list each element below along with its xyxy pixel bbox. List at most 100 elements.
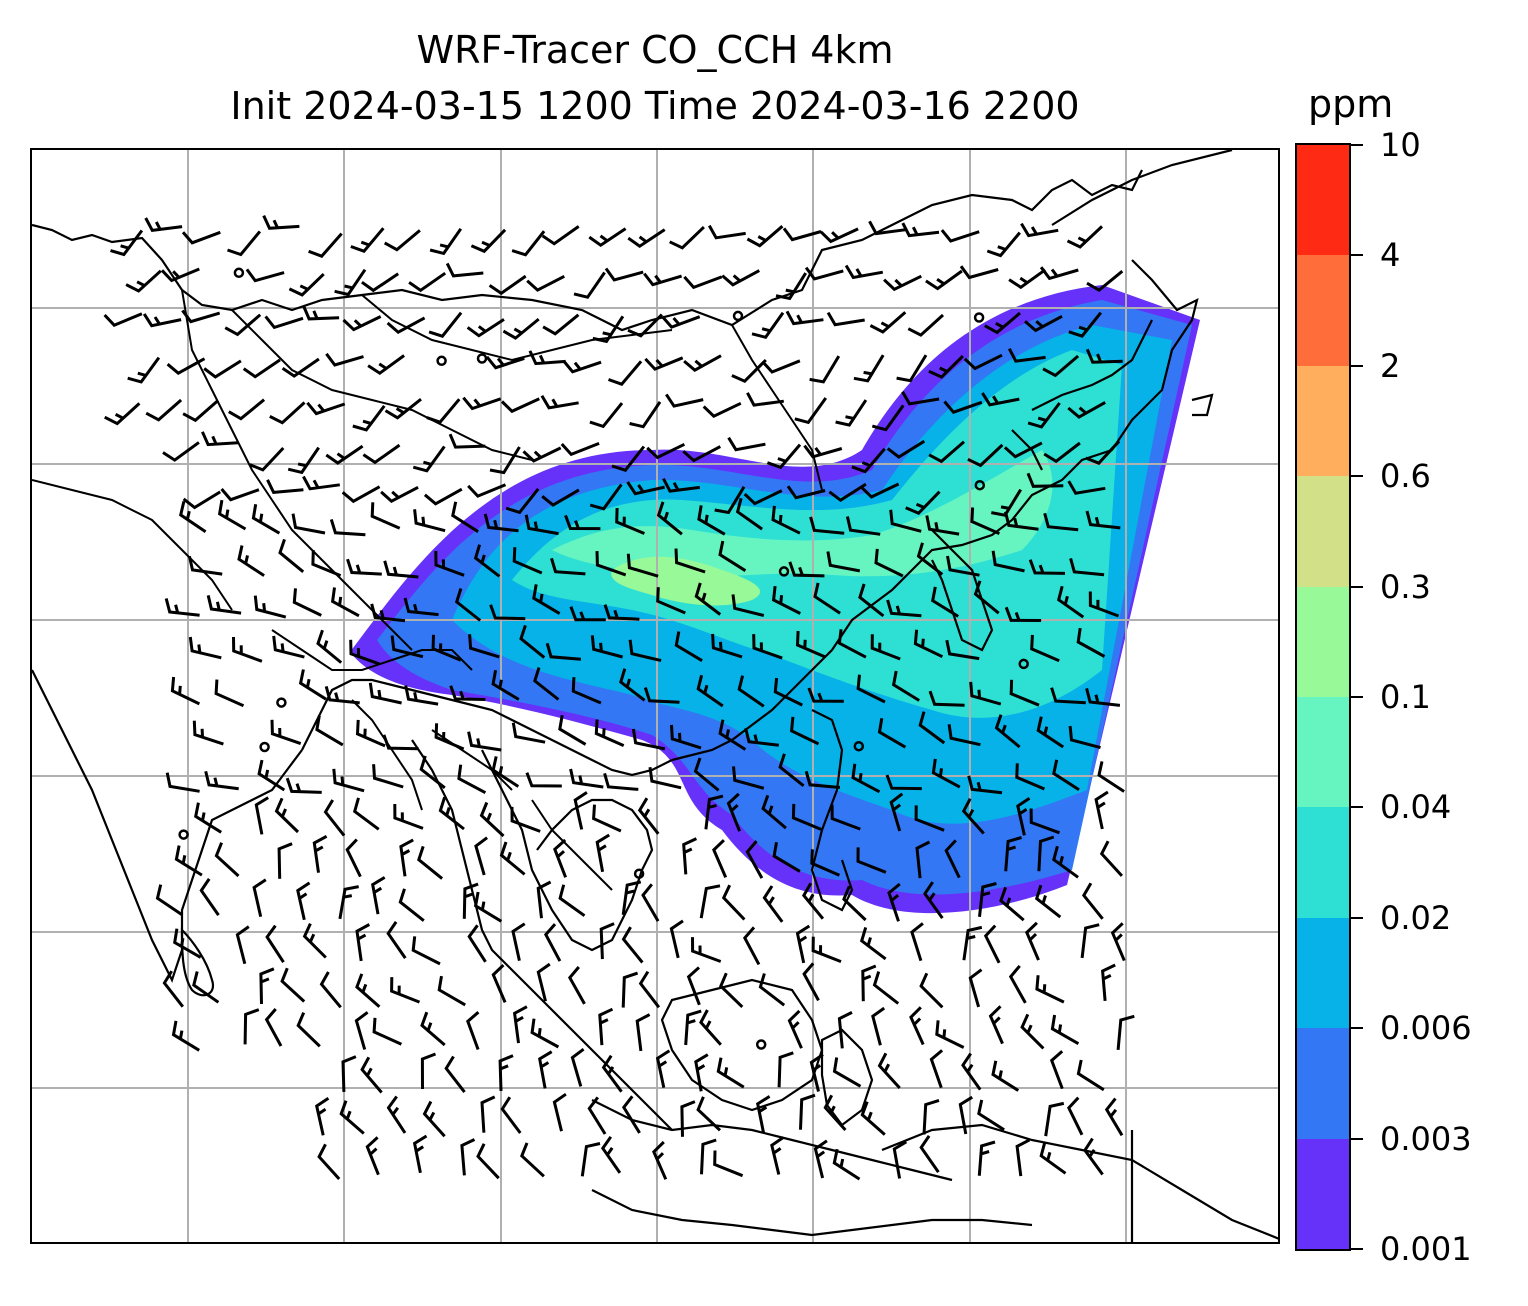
wind-barb: [918, 711, 946, 745]
wind-barb: [382, 734, 419, 751]
wind-barb: [969, 681, 1002, 706]
map-canvas: [32, 150, 1278, 1242]
wind-barb: [919, 1135, 940, 1173]
wind-barb: [940, 229, 980, 243]
wind-barb: [963, 353, 1003, 371]
wind-barb: [832, 1057, 862, 1088]
wind-barb: [766, 443, 802, 470]
wind-barb: [550, 557, 586, 576]
wind-barb: [811, 936, 842, 963]
wind-barb: [589, 483, 623, 511]
wind-barb: [772, 842, 801, 873]
wind-barb: [403, 597, 439, 617]
wind-barb: [437, 975, 466, 1007]
wind-barb: [835, 399, 868, 427]
wind-barb: [889, 509, 922, 533]
wind-barb: [110, 229, 144, 257]
calm-wind-marker: [633, 868, 645, 879]
wind-barb: [994, 714, 1021, 749]
wind-barb: [1036, 716, 1065, 749]
wind-barb: [265, 924, 285, 964]
wind-barb: [408, 271, 447, 293]
wind-barb: [312, 834, 328, 873]
colorbar-segment: [1297, 917, 1349, 1030]
wind-barb: [444, 1055, 466, 1094]
wind-barb: [682, 837, 698, 875]
calm-wind-marker: [732, 310, 744, 322]
wind-barb: [1050, 1014, 1080, 1046]
wind-barb: [438, 796, 465, 831]
wind-barb: [756, 1095, 771, 1134]
wind-barb: [887, 882, 901, 922]
wind-barb: [431, 634, 462, 662]
wind-barb: [580, 1142, 601, 1177]
wind-barb: [1097, 761, 1125, 793]
wind-barb: [916, 542, 944, 576]
wind-barb: [573, 271, 606, 299]
wind-barb: [1008, 964, 1027, 1004]
wind-barb: [317, 1143, 341, 1181]
wind-barb: [901, 390, 940, 406]
wind-barb: [355, 973, 381, 1008]
map-title-line-1: WRF-Tracer CO_CCH 4km: [416, 28, 894, 72]
wind-barb: [635, 1013, 651, 1052]
wind-barb: [983, 924, 1001, 964]
wind-barb: [943, 400, 983, 414]
colorbar-tick-label: 0.6: [1380, 457, 1431, 496]
wind-barb: [237, 545, 265, 577]
wind-barb: [476, 1143, 500, 1180]
wind-barb: [533, 667, 560, 701]
wind-barb: [525, 772, 562, 788]
wind-barb: [589, 402, 624, 429]
wind-barb: [662, 477, 700, 493]
wind-barb: [771, 505, 801, 535]
wind-barb: [288, 273, 325, 297]
wind-barb: [412, 1134, 428, 1174]
wind-barb: [467, 483, 507, 498]
wind-barb: [746, 225, 784, 248]
wind-barb: [188, 636, 222, 660]
wind-barb: [986, 231, 1021, 258]
wind-barb: [125, 269, 162, 293]
wind-barb: [329, 518, 366, 537]
wind-barb: [928, 690, 965, 707]
wind-barb: [384, 398, 422, 420]
wind-barb: [587, 1096, 607, 1135]
wind-barb: [832, 1148, 861, 1181]
wind-barb: [588, 227, 627, 248]
wind-barb: [562, 360, 602, 374]
wind-barb: [569, 768, 604, 789]
calm-wind-marker: [778, 566, 790, 577]
wind-barb: [174, 845, 203, 877]
wind-barb: [680, 1100, 696, 1137]
wind-barb: [242, 358, 281, 379]
wind-barb: [192, 971, 220, 1004]
wind-barb: [228, 398, 266, 421]
wind-barb: [626, 553, 659, 578]
wind-barb: [896, 354, 928, 383]
wind-barb: [922, 1098, 940, 1135]
wind-barb: [420, 1011, 446, 1047]
wind-barb: [870, 634, 901, 661]
wind-barb: [697, 505, 726, 536]
wind-barb: [254, 796, 269, 835]
wind-barb: [296, 1012, 321, 1048]
calm-wind-marker: [853, 740, 865, 752]
wind-barb: [266, 479, 304, 494]
wind-barb: [761, 359, 801, 374]
wind-barb: [398, 888, 425, 922]
wind-barb: [372, 1017, 403, 1046]
wind-barb: [991, 550, 1025, 573]
colorbar-segment: [1297, 365, 1349, 478]
colorbar-tick-label: 0.04: [1380, 788, 1452, 827]
wind-barb: [984, 311, 1021, 335]
colorbar-segment: [1297, 145, 1349, 257]
wind-barb: [386, 921, 407, 959]
wind-barb: [1030, 634, 1060, 663]
wind-barb: [541, 225, 580, 246]
wind-barb: [874, 548, 904, 578]
wind-barb: [670, 724, 702, 750]
wind-barb: [306, 401, 346, 416]
wind-barb: [352, 405, 386, 432]
wind-barb: [915, 840, 931, 879]
